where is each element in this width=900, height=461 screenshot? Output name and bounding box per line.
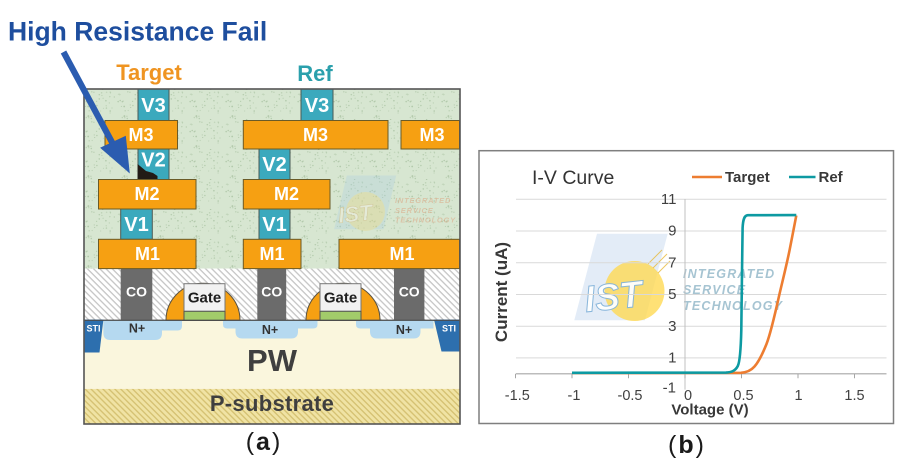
svg-text:CO: CO (126, 284, 147, 300)
svg-text:-1: -1 (663, 380, 676, 397)
svg-text:Ref: Ref (297, 61, 333, 86)
svg-text:Target: Target (725, 169, 770, 186)
svg-text:PW: PW (247, 343, 298, 378)
svg-text:IST: IST (337, 199, 375, 228)
svg-text:-0.5: -0.5 (618, 388, 643, 404)
svg-text:1: 1 (668, 350, 676, 367)
svg-text:M1: M1 (135, 244, 160, 264)
svg-text:N+: N+ (262, 323, 278, 337)
svg-text:N+: N+ (129, 322, 145, 336)
svg-text:STI: STI (442, 324, 456, 334)
svg-text:Voltage (V): Voltage (V) (671, 402, 748, 419)
svg-text:9: 9 (668, 223, 676, 240)
svg-text:11: 11 (661, 191, 677, 208)
svg-text:INTEGRATED: INTEGRATED (395, 196, 451, 205)
svg-text:TECHNOLOGY: TECHNOLOGY (683, 299, 784, 313)
svg-text:TECHNOLOGY: TECHNOLOGY (395, 216, 456, 225)
svg-text:High Resistance Fail: High Resistance Fail (8, 17, 267, 47)
svg-text:0: 0 (684, 388, 692, 404)
svg-text:M1: M1 (389, 244, 414, 264)
svg-text:M3: M3 (419, 125, 444, 145)
svg-text:0.5: 0.5 (733, 388, 753, 404)
svg-text:1: 1 (794, 388, 802, 404)
svg-text:M1: M1 (259, 244, 284, 264)
svg-text:Gate: Gate (324, 290, 357, 307)
svg-text:V1: V1 (124, 214, 148, 236)
svg-text:V3: V3 (141, 95, 165, 117)
svg-text:V3: V3 (305, 95, 329, 117)
svg-text:I-V Curve: I-V Curve (532, 167, 614, 189)
svg-text:N+: N+ (396, 323, 412, 337)
svg-text:Gate: Gate (188, 290, 221, 307)
svg-text:STI: STI (87, 324, 101, 334)
svg-text:INTEGRATED: INTEGRATED (683, 267, 775, 281)
svg-text:V2: V2 (141, 150, 165, 172)
svg-text:V2: V2 (262, 154, 286, 176)
svg-text:Target: Target (116, 60, 182, 85)
svg-text:Ref: Ref (819, 169, 844, 186)
svg-text:3: 3 (668, 318, 676, 335)
svg-text:V1: V1 (262, 214, 286, 236)
svg-text:M2: M2 (274, 184, 299, 204)
svg-text:1.5: 1.5 (844, 388, 864, 404)
svg-text:Current (uA): Current (uA) (492, 242, 511, 342)
svg-text:M2: M2 (134, 184, 159, 204)
svg-text:P-substrate: P-substrate (210, 391, 334, 416)
svg-text:CO: CO (261, 284, 282, 300)
svg-text:-1.5: -1.5 (505, 388, 530, 404)
svg-text:5: 5 (668, 286, 676, 303)
svg-text:(a): (a) (246, 428, 283, 456)
svg-text:(b): (b) (668, 431, 706, 459)
svg-text:SERVICE: SERVICE (395, 206, 434, 215)
svg-text:M3: M3 (303, 125, 328, 145)
svg-text:M3: M3 (128, 125, 153, 145)
svg-text:IST: IST (583, 273, 648, 320)
svg-text:SERVICE: SERVICE (683, 283, 746, 297)
svg-text:CO: CO (399, 284, 420, 300)
svg-text:7: 7 (668, 254, 676, 271)
svg-text:-1: -1 (568, 388, 581, 404)
